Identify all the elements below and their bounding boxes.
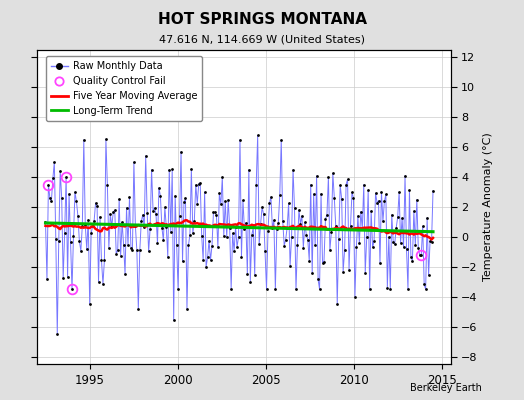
Text: Berkeley Earth: Berkeley Earth	[410, 383, 482, 393]
Y-axis label: Temperature Anomaly (°C): Temperature Anomaly (°C)	[483, 133, 493, 281]
Text: HOT SPRINGS MONTANA: HOT SPRINGS MONTANA	[158, 12, 366, 27]
Text: 47.616 N, 114.669 W (United States): 47.616 N, 114.669 W (United States)	[159, 34, 365, 44]
Legend: Raw Monthly Data, Quality Control Fail, Five Year Moving Average, Long-Term Tren: Raw Monthly Data, Quality Control Fail, …	[46, 56, 202, 121]
